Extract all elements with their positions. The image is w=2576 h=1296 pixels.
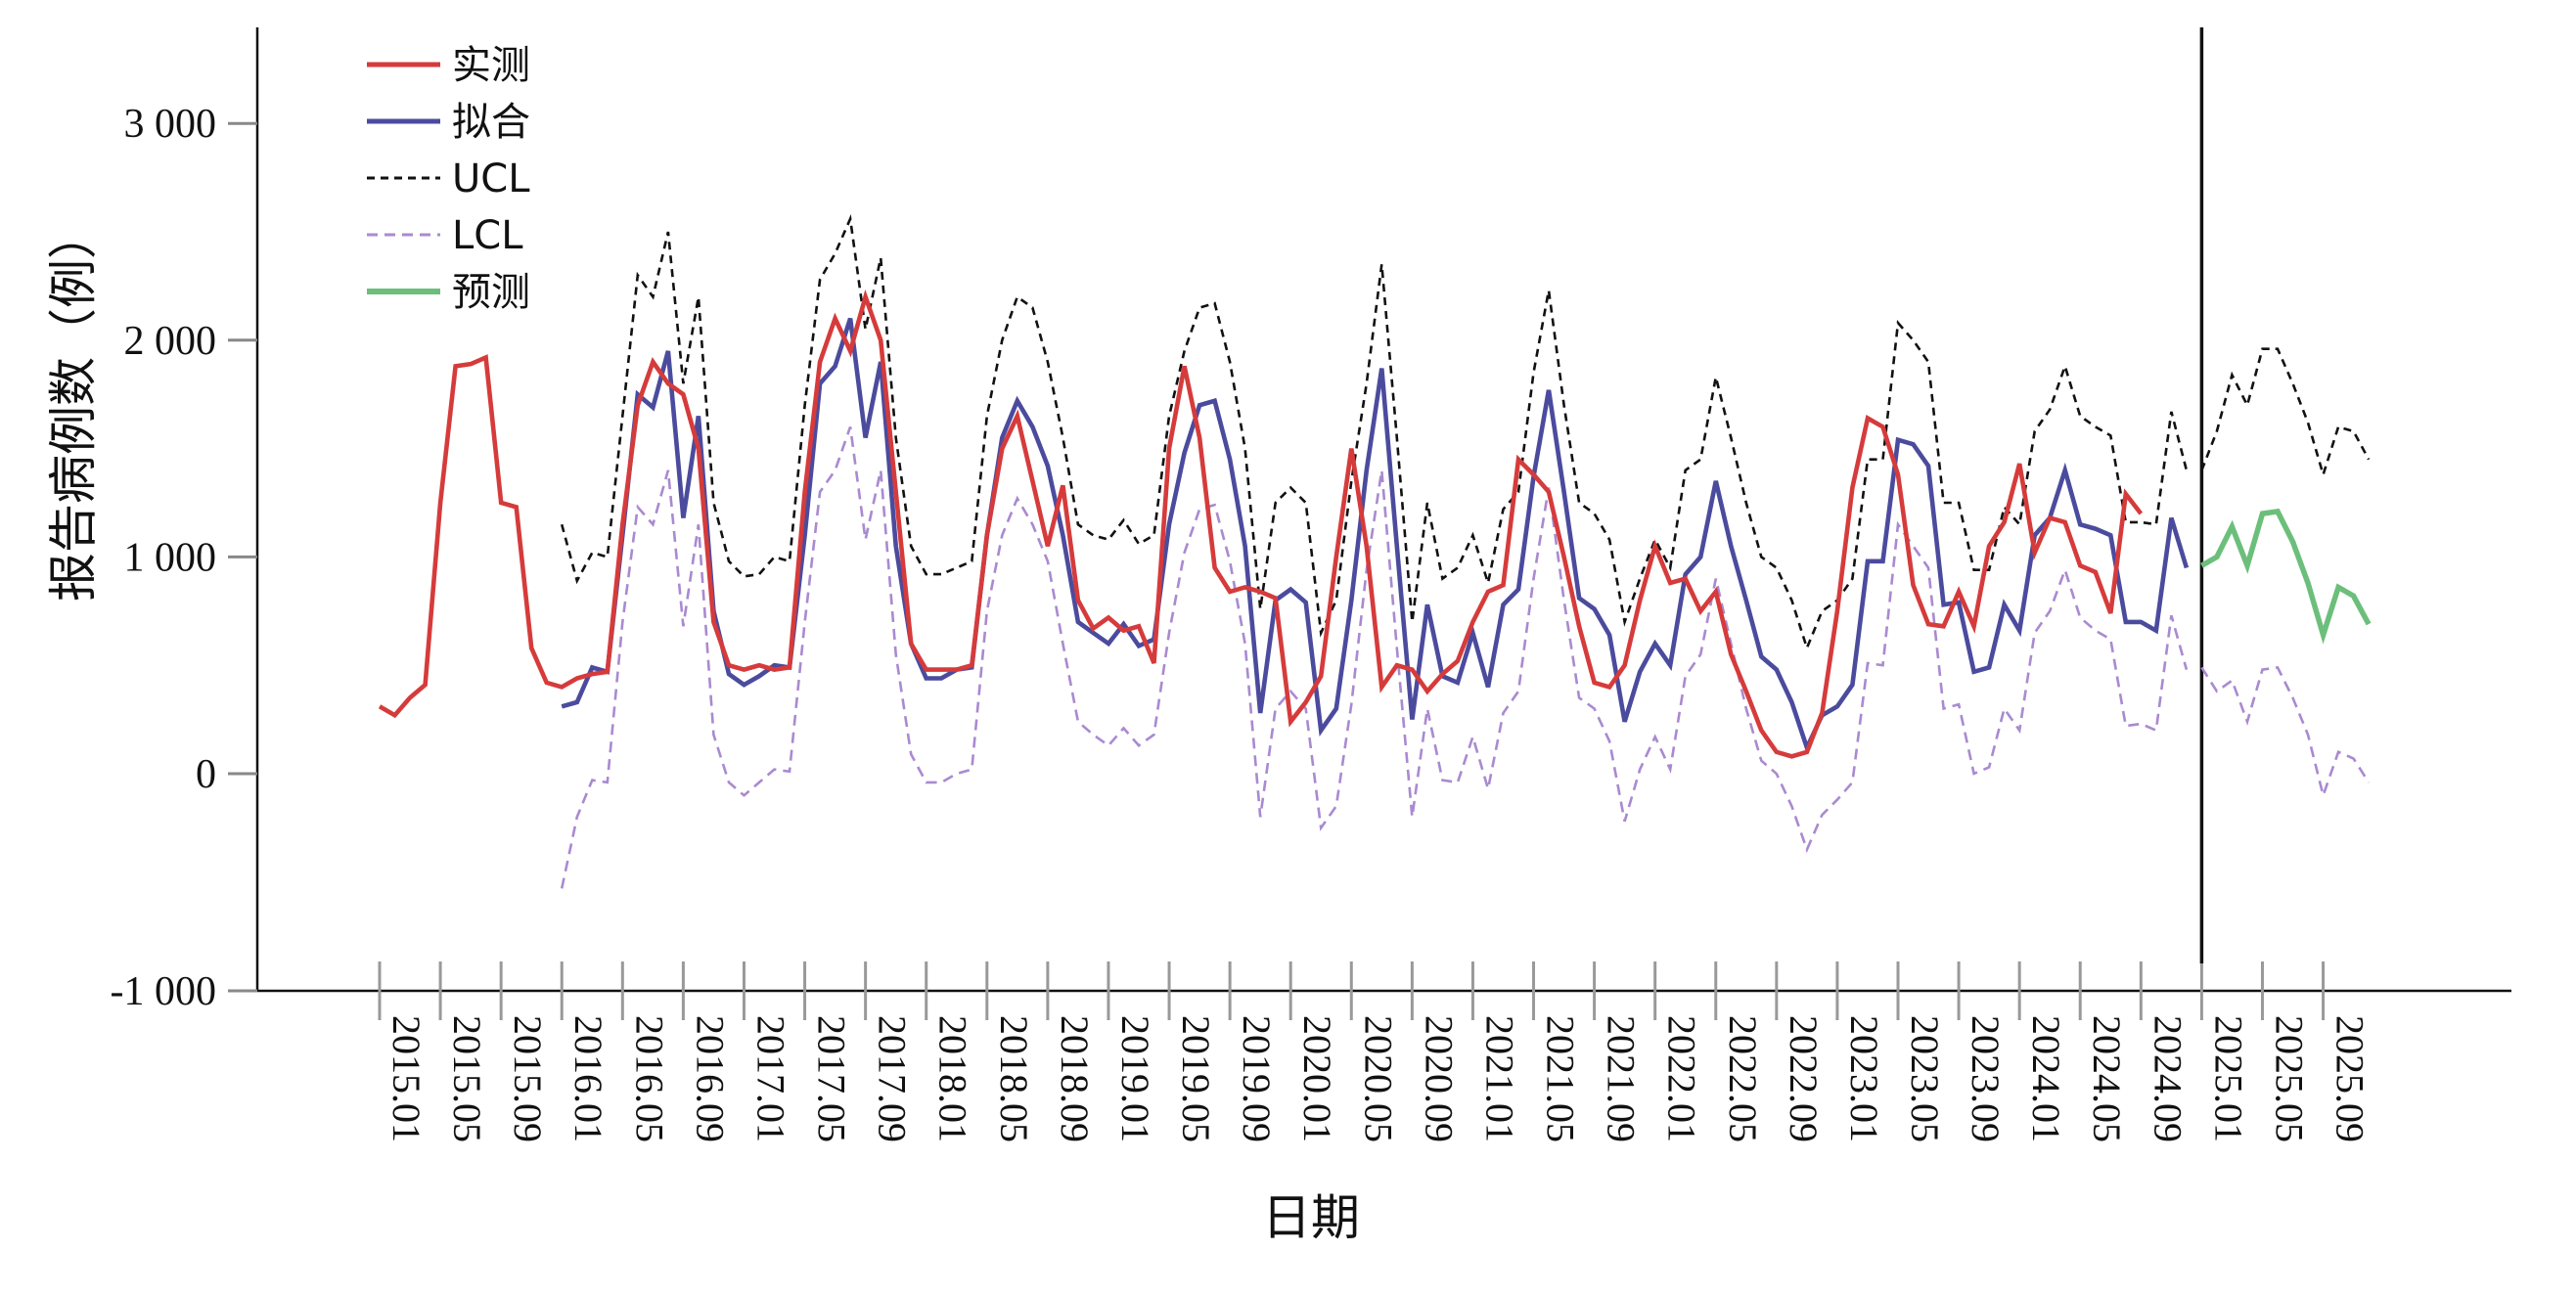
legend-label: 拟合	[452, 100, 530, 145]
x-tick-label: 2018.01	[931, 1015, 975, 1142]
axes	[228, 27, 2511, 1020]
y-tick-label: 0	[196, 752, 216, 797]
series-group	[378, 213, 2372, 889]
x-tick-label: 2017.01	[748, 1015, 792, 1142]
series-line-LCL	[2200, 665, 2371, 800]
x-tick-label: 2024.05	[2085, 1015, 2129, 1142]
y-tick-labels: -1 000 0 1 000 2 000 3 000	[111, 102, 217, 1014]
x-tick-label: 2023.01	[1842, 1015, 1886, 1142]
x-tick-label: 2025.05	[2267, 1015, 2311, 1142]
y-tick-label: 3 000	[124, 102, 217, 147]
x-tick-label: 2021.09	[1600, 1015, 1644, 1142]
x-tick-label: 2019.01	[1113, 1015, 1157, 1142]
x-tick-label: 2018.05	[992, 1015, 1036, 1142]
x-tick-label: 2016.01	[566, 1015, 610, 1142]
legend-label: 预测	[452, 270, 530, 315]
x-tick-label: 2019.09	[1235, 1015, 1279, 1142]
series-line-预测	[2200, 508, 2372, 645]
x-tick-label: 2020.09	[1417, 1015, 1461, 1142]
legend-label: UCL	[452, 156, 530, 201]
y-tick-label: -1 000	[111, 969, 217, 1014]
legend-label: 实测	[452, 43, 530, 88]
y-axis-title: 报告病例数（例）	[45, 210, 102, 602]
series-line-UCL	[2200, 347, 2371, 479]
y-tick-label: 2 000	[124, 319, 217, 364]
x-tick-label: 2025.01	[2206, 1015, 2250, 1142]
x-tick-label: 2021.05	[1539, 1015, 1583, 1142]
x-tick-label: 2022.09	[1782, 1015, 1826, 1142]
x-tick-label: 2016.09	[688, 1015, 732, 1142]
x-tick-label: 2024.09	[2146, 1015, 2190, 1142]
x-tick-label: 2024.01	[2024, 1015, 2068, 1142]
x-tick-label: 2020.01	[1295, 1015, 1339, 1142]
x-tick-label: 2021.01	[1477, 1015, 1521, 1142]
x-tick-label: 2015.09	[506, 1015, 550, 1142]
x-tick-label: 2020.05	[1356, 1015, 1400, 1142]
x-tick-label: 2025.09	[2328, 1015, 2373, 1142]
x-tick-label: 2015.01	[384, 1015, 429, 1142]
y-tick-label: 1 000	[124, 535, 217, 580]
x-tick-label: 2016.05	[627, 1015, 671, 1142]
series-line-实测	[378, 289, 2144, 759]
x-tick-label: 2023.09	[1964, 1015, 2008, 1142]
x-axis-title: 日期	[1262, 1189, 1360, 1246]
x-tick-labels: 2015.01 2015.05 2015.09 2016.01 2016.05 2016.…	[384, 1015, 2373, 1142]
series-line-拟合	[561, 317, 2190, 754]
x-tick-label: 2023.05	[1903, 1015, 1947, 1142]
legend-label: LCL	[452, 213, 523, 258]
x-tick-label: 2018.09	[1053, 1015, 1097, 1142]
x-tick-label: 2022.01	[1660, 1015, 1704, 1142]
series-line-LCL	[560, 425, 2189, 889]
x-tick-label: 2017.09	[871, 1015, 915, 1142]
x-tick-label: 2017.05	[810, 1015, 854, 1142]
x-tick-label: 2019.05	[1174, 1015, 1218, 1142]
series-line-UCL	[560, 213, 2189, 652]
x-tick-label: 2015.05	[445, 1015, 489, 1142]
x-tick-label: 2022.05	[1721, 1015, 1765, 1142]
